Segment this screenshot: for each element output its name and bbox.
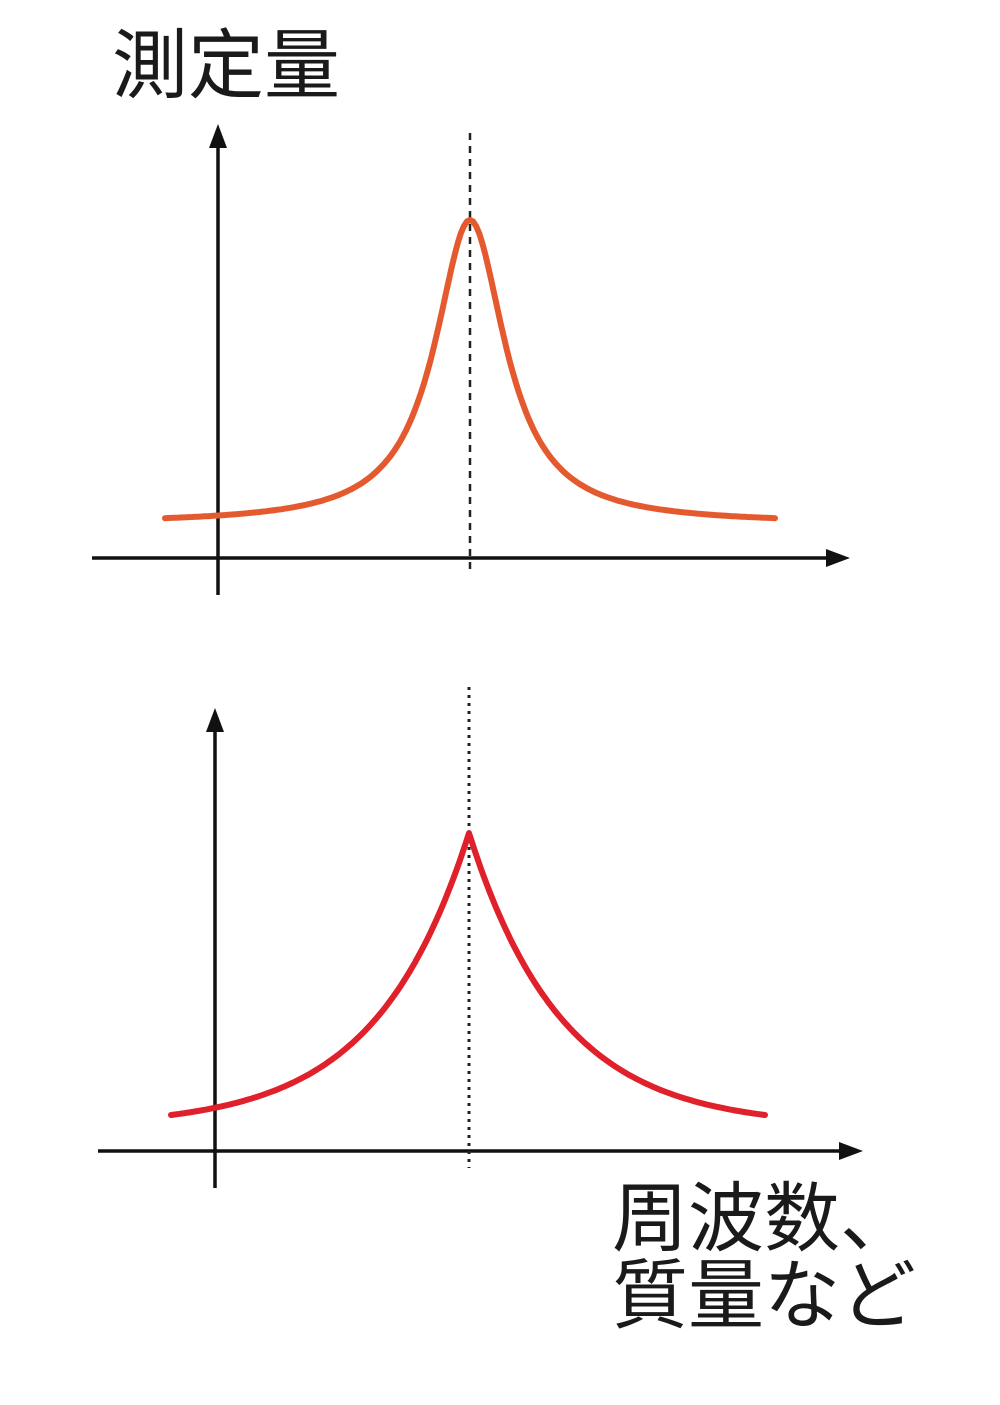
bottom-chart [98,687,863,1188]
top-chart [92,124,850,595]
bottom-y-axis-arrow-icon [206,708,224,732]
y-axis-label: 測定量 [112,21,340,110]
bottom-x-axis-arrow-icon [839,1142,863,1160]
top-y-axis-arrow-icon [209,124,227,148]
x-axis-label-line2: 質量など [612,1251,916,1340]
bottom-sharp-peak-curve [168,830,768,1118]
top-x-axis-arrow-icon [826,549,850,567]
x-axis-label-line1: 周波数、 [612,1174,916,1263]
top-broad-peak-curve [162,217,778,522]
